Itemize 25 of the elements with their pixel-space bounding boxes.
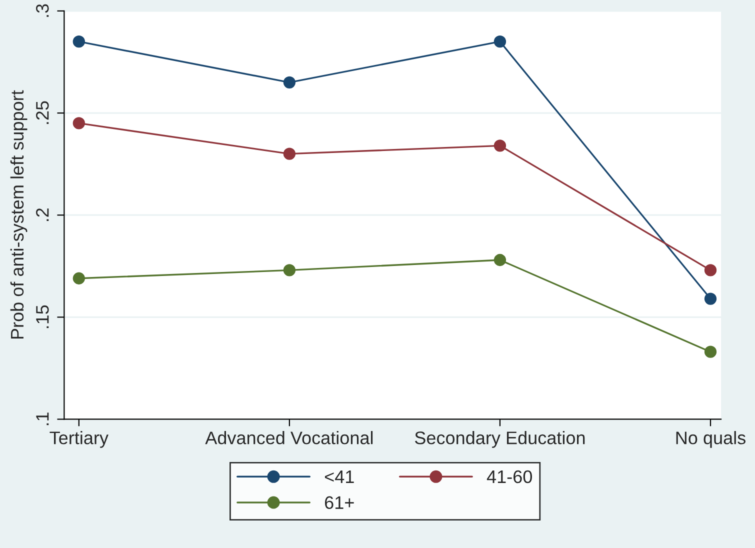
point [72,272,85,284]
y-tick-label: .15 [36,305,49,328]
y-tick-label: .25 [36,101,49,124]
y-tick-label: .2 [36,208,49,221]
point [72,36,85,48]
x-tick-label: No quals [676,431,746,448]
point [72,117,85,130]
point [494,140,506,152]
x-tick-label: Secondary Education [414,431,585,448]
point [283,148,296,160]
point [704,264,717,276]
point [283,76,296,88]
y-tick-label: .1 [36,412,49,426]
legend-label: <41 [324,470,354,483]
point [704,346,717,358]
y-tick-label: .3 [36,4,49,17]
point [494,254,506,266]
legend-label: 41-60 [486,470,532,484]
x-tick-label: Advanced Vocational [205,431,373,444]
legend-label: 61+ [324,496,354,509]
point [283,264,296,276]
point [494,36,506,48]
x-tick-label: Tertiary [50,431,108,448]
y-axis-title: Prob of anti-system left support [10,90,28,339]
point [704,292,717,305]
